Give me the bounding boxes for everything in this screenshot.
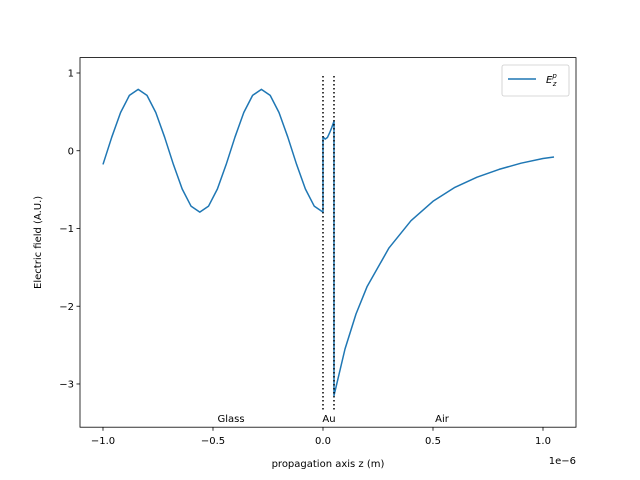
annotation: Au xyxy=(322,414,335,425)
y-tick-label: −1 xyxy=(59,224,74,235)
x-axis-label: propagation axis z (m) xyxy=(272,459,385,470)
y-tick-label: 0 xyxy=(68,146,74,157)
x-tick-label: 1.0 xyxy=(535,436,551,447)
y-tick-label: 1 xyxy=(68,69,74,80)
y-tick-label: −2 xyxy=(59,302,74,313)
legend-name: E xyxy=(546,75,553,86)
annotation: Air xyxy=(435,414,450,425)
y-tick-label: −3 xyxy=(59,380,74,391)
data-line xyxy=(102,88,555,397)
x-tick-label: −0.5 xyxy=(201,436,225,447)
y-axis-label: Electric field (A.U.) xyxy=(33,196,44,289)
legend-sub: z xyxy=(552,80,557,88)
x-tick-label: 0.5 xyxy=(425,436,441,447)
legend-box xyxy=(501,64,570,97)
legend-label: Ep z xyxy=(546,72,557,88)
x-tick-label: −1.0 xyxy=(91,436,115,447)
x-tick-label: 0.0 xyxy=(315,436,331,447)
legend-sup: p xyxy=(551,72,557,80)
axes-frame xyxy=(79,57,577,428)
x-offset-label: 1e−6 xyxy=(549,456,576,467)
annotation: Glass xyxy=(217,414,244,425)
